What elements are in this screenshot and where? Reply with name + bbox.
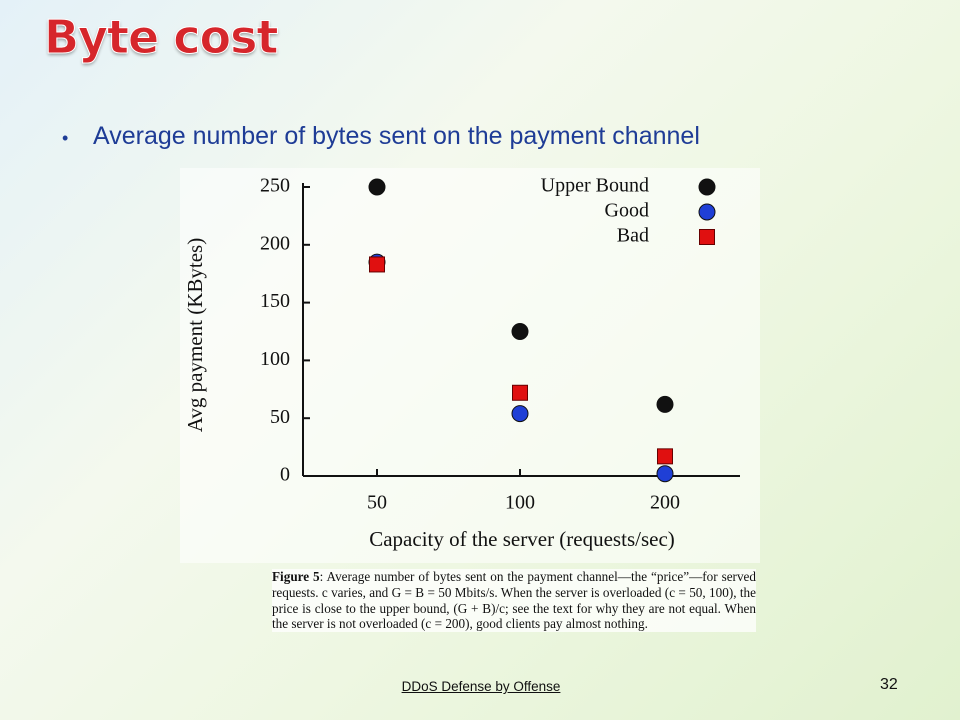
- data-point: [656, 465, 674, 483]
- slide-title: Byte cost: [44, 10, 279, 65]
- data-point: [512, 384, 528, 401]
- legend-marker: [698, 178, 716, 196]
- data-point: [657, 448, 673, 465]
- page-number: 32: [880, 676, 898, 693]
- data-point: [511, 323, 529, 340]
- y-tick-label: 150: [260, 290, 290, 312]
- data-point: [656, 395, 674, 413]
- x-tick-label: 200: [650, 492, 680, 514]
- bullet-text: Average number of bytes sent on the paym…: [93, 122, 700, 150]
- y-tick-label: 250: [260, 175, 290, 197]
- legend-label: Good: [605, 200, 649, 222]
- legend-label: Bad: [617, 225, 649, 247]
- legend-marker: [699, 229, 715, 245]
- y-tick-label: 50: [270, 406, 290, 428]
- footer-text: DDoS Defense by Offense: [401, 679, 561, 694]
- y-tick-label: 200: [260, 232, 290, 254]
- bullet-dot: •: [62, 128, 69, 148]
- figure-caption: Figure 5: Average number of bytes sent o…: [272, 569, 756, 633]
- legend-label: Upper Bound: [541, 175, 649, 197]
- chart-background: [180, 168, 760, 563]
- y-tick-label: 0: [280, 464, 290, 486]
- x-tick-label: 100: [505, 492, 535, 514]
- footer: DDoS Defense by Offense: [0, 679, 960, 694]
- x-axis-title: Capacity of the server (requests/sec): [369, 527, 675, 551]
- legend-marker: [698, 203, 716, 221]
- caption-text: : Average number of bytes sent on the pa…: [272, 569, 756, 632]
- data-point: [511, 405, 529, 423]
- y-tick-label: 100: [260, 348, 290, 370]
- data-point: [369, 256, 385, 273]
- data-point: [368, 178, 386, 196]
- y-axis-title: Avg payment (KBytes): [183, 238, 207, 432]
- x-tick-label: 50: [367, 492, 387, 514]
- caption-label: Figure 5: [272, 569, 320, 584]
